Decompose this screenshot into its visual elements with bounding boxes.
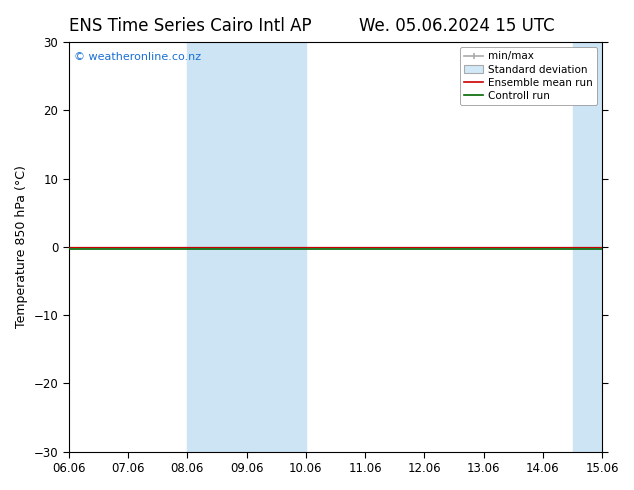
Bar bbox=[573, 42, 602, 452]
Legend: min/max, Standard deviation, Ensemble mean run, Controll run: min/max, Standard deviation, Ensemble me… bbox=[460, 47, 597, 105]
Bar bbox=[187, 42, 306, 452]
Y-axis label: Temperature 850 hPa (°C): Temperature 850 hPa (°C) bbox=[15, 166, 28, 328]
Text: We. 05.06.2024 15 UTC: We. 05.06.2024 15 UTC bbox=[359, 17, 554, 35]
Text: ENS Time Series Cairo Intl AP: ENS Time Series Cairo Intl AP bbox=[69, 17, 311, 35]
Text: © weatheronline.co.nz: © weatheronline.co.nz bbox=[74, 52, 201, 62]
